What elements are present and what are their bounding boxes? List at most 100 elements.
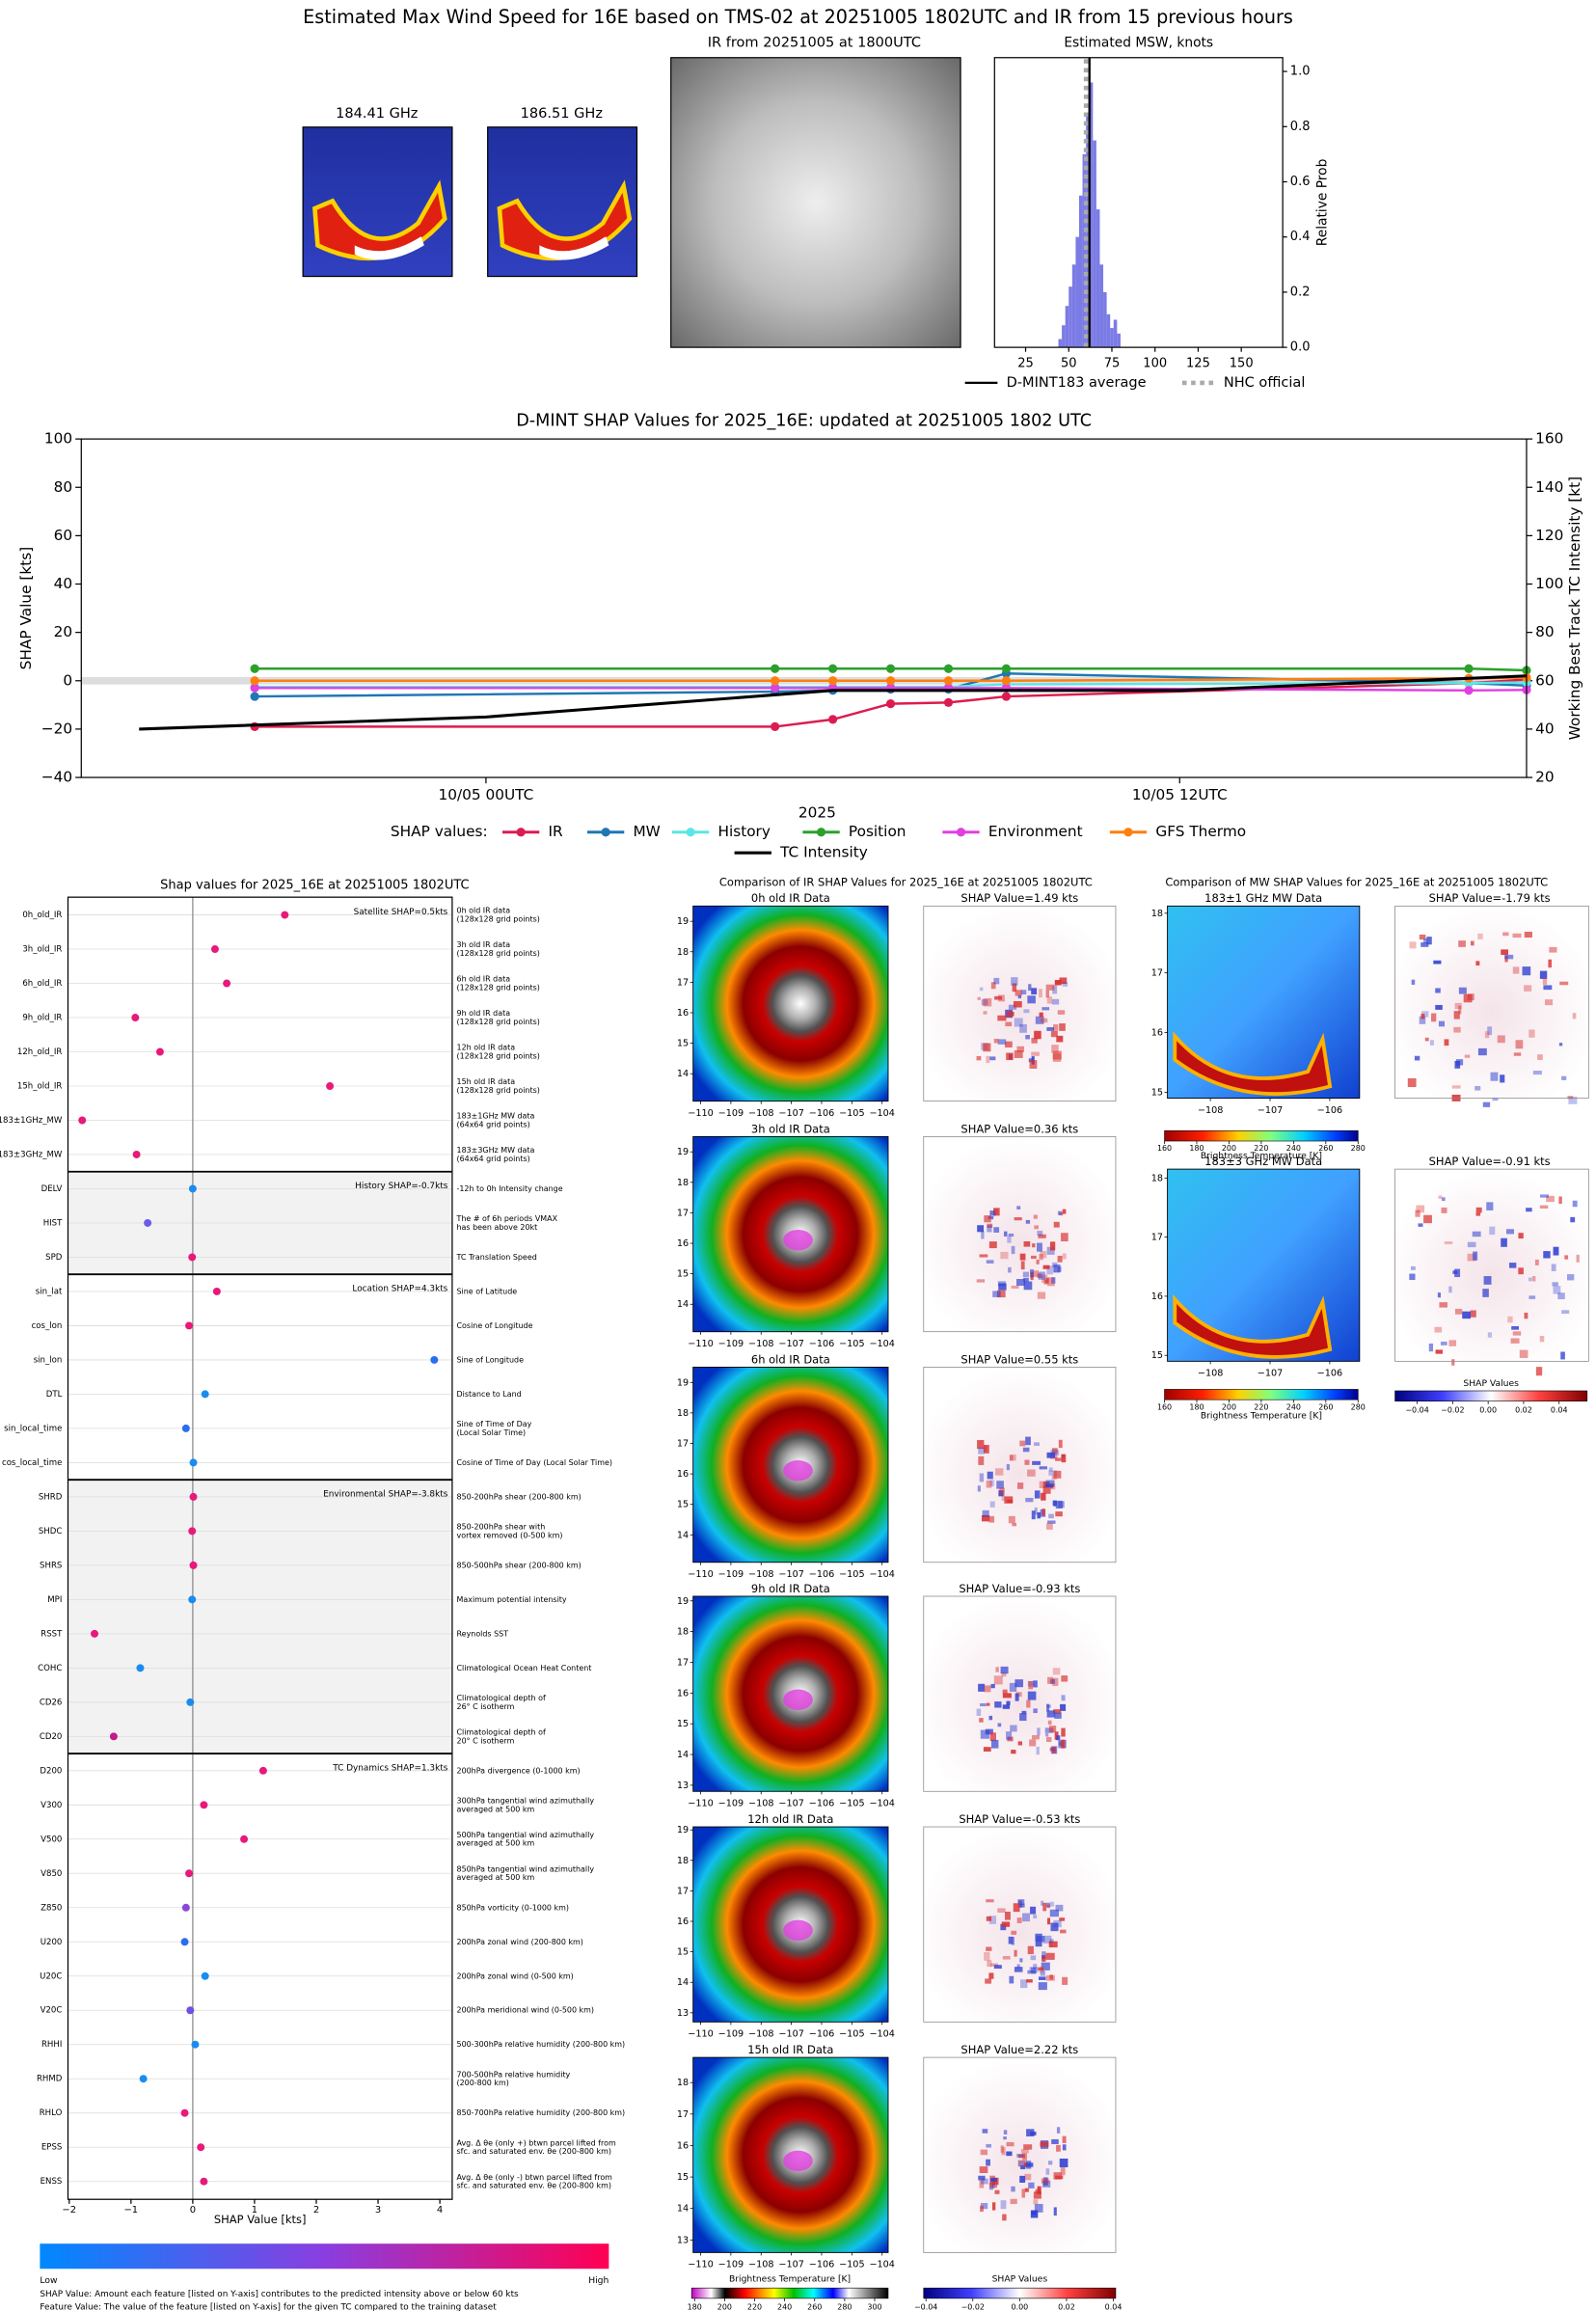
- x-tick-label: 1: [252, 2205, 257, 2216]
- shap-pixel: [1040, 2141, 1049, 2147]
- shap-pixel: [1014, 1679, 1023, 1688]
- shap-pixel: [1470, 940, 1474, 946]
- feature-label: SHDC: [39, 1527, 63, 1536]
- shap-pixel: [1034, 1507, 1038, 1515]
- shap-dot: [109, 1732, 118, 1741]
- shap-pixel: [1052, 985, 1058, 994]
- shap-pixel: [1453, 1026, 1461, 1033]
- shap-pixel: [1034, 1442, 1040, 1447]
- shap-pixel: [1016, 1046, 1025, 1052]
- shap-pixel: [1552, 1282, 1558, 1287]
- shap-pixel: [1000, 1251, 1009, 1260]
- shap-dot: [240, 1835, 249, 1843]
- colorbar-tick-label: 0.02: [1058, 2303, 1075, 2311]
- lat-tick-label: 17: [677, 1438, 689, 1449]
- shap-pixel: [990, 982, 996, 990]
- shap-pixel: [1061, 1675, 1069, 1682]
- shap-pixel: [979, 2166, 988, 2174]
- lat-tick-label: 16: [677, 1238, 689, 1249]
- lon-tick-label: −108: [748, 1799, 773, 1809]
- shap-pixel: [1440, 1341, 1447, 1346]
- shap-pixel: [1487, 1026, 1493, 1036]
- shap-pixel: [989, 1501, 995, 1508]
- shap-pixel: [1501, 1237, 1507, 1247]
- feature-description: Sine of Longitude: [457, 1355, 525, 1364]
- panel-title: SHAP Value=2.22 kts: [960, 2043, 1078, 2056]
- colorbar-title: SHAP Values: [1463, 1378, 1519, 1389]
- lon-tick-label: −110: [688, 1108, 713, 1119]
- shap-pixel: [1025, 1035, 1030, 1040]
- lat-tick-label: 18: [677, 1627, 689, 1638]
- series-point: [1001, 664, 1012, 673]
- shap-pixel: [1019, 2175, 1026, 2183]
- shap-pixel: [1045, 984, 1055, 991]
- series-point: [943, 676, 954, 686]
- shap-pixel: [1045, 1483, 1054, 1488]
- feature-description: 15h old IR data: [457, 1077, 516, 1086]
- shap-pixel: [1017, 2160, 1027, 2166]
- feature-description: 26° C isotherm: [457, 1702, 515, 1711]
- histogram-bar: [1106, 313, 1111, 348]
- feature-label: 0h_old_IR: [22, 911, 62, 920]
- x-tick-label: 125: [1186, 356, 1210, 370]
- shap-pixel: [986, 1916, 992, 1921]
- shap-pixel: [1053, 1500, 1057, 1507]
- shap-pixel: [1484, 1031, 1490, 1039]
- shap-pixel: [1033, 1708, 1038, 1714]
- feature-label: U200: [41, 1938, 63, 1947]
- feature-description: 200hPa zonal wind (0-500 km): [457, 1971, 574, 1980]
- lat-tick-label: 17: [677, 977, 689, 988]
- shap-pixel: [981, 1514, 990, 1522]
- shap-pixel: [998, 1283, 1007, 1291]
- shap-pixel: [1477, 1047, 1487, 1056]
- group-label: TC Dynamics SHAP=1.3kts: [332, 1763, 447, 1773]
- shap-pixel: [993, 1965, 1002, 1970]
- shap-pixel: [1028, 1681, 1034, 1690]
- shap-pixel: [1005, 1021, 1013, 1027]
- shap-pixel: [1039, 1481, 1046, 1489]
- colorbar-tick-label: 240: [777, 2303, 792, 2311]
- shap-pixel: [1543, 1251, 1551, 1259]
- legend-label: TC Intensity: [779, 844, 868, 861]
- shap-pixel: [1024, 1459, 1030, 1465]
- feature-description: 183±3GHz MW data: [457, 1146, 535, 1155]
- mw-frame: [487, 126, 638, 278]
- feature-description: sfc. and saturated env. θe (200-800 km): [457, 2147, 611, 2156]
- figure-title: Estimated Max Wind Speed for 16E based o…: [303, 6, 1293, 28]
- shap-pixel: [1042, 1935, 1052, 1944]
- feature-description: -12h to 0h Intensity change: [457, 1184, 563, 1193]
- shap-pixel: [1467, 1253, 1476, 1262]
- shap-pixel: [1046, 1452, 1056, 1458]
- shap-pixel: [1043, 2177, 1048, 2186]
- shap-pixel: [1435, 1349, 1444, 1354]
- shap-pixel: [1046, 996, 1053, 1004]
- shap-pixel: [1062, 1253, 1067, 1260]
- shap-pixel: [1047, 1720, 1052, 1726]
- shap-pixel: [1006, 1011, 1013, 1018]
- shap-pixel: [1049, 1241, 1056, 1251]
- lon-tick-label: −110: [688, 2260, 713, 2270]
- lat-tick-label: 17: [1151, 1233, 1163, 1243]
- y-axis-label: Relative Prob: [1315, 159, 1331, 247]
- shap-pixel: [1055, 2175, 1064, 2180]
- panel-title: 6h old IR Data: [751, 1352, 830, 1366]
- feature-label: cos_local_time: [2, 1458, 62, 1468]
- lat-tick-label: 19: [677, 1596, 689, 1607]
- feature-label: DELV: [41, 1184, 63, 1194]
- shap-pixel: [1011, 1930, 1017, 1935]
- colorbar-tick-label: 300: [867, 2303, 881, 2311]
- shap-pixel: [1528, 1029, 1535, 1038]
- shap-pixel: [1008, 1004, 1017, 1010]
- shap-pixel: [1492, 1097, 1499, 1101]
- shap-pixel: [1561, 1075, 1567, 1080]
- shap-pixel: [1055, 1511, 1063, 1517]
- shap-pixel: [1056, 2127, 1061, 2134]
- shap-pixel: [1455, 1059, 1464, 1066]
- colorbar-tick-label: 200: [1222, 1144, 1236, 1153]
- shap-image: [923, 1827, 1116, 2023]
- shap-pixel: [985, 1728, 993, 1735]
- shap-pixel: [1429, 1040, 1434, 1046]
- legend-label: NHC official: [1224, 374, 1306, 391]
- shap-pixel: [986, 1702, 990, 1706]
